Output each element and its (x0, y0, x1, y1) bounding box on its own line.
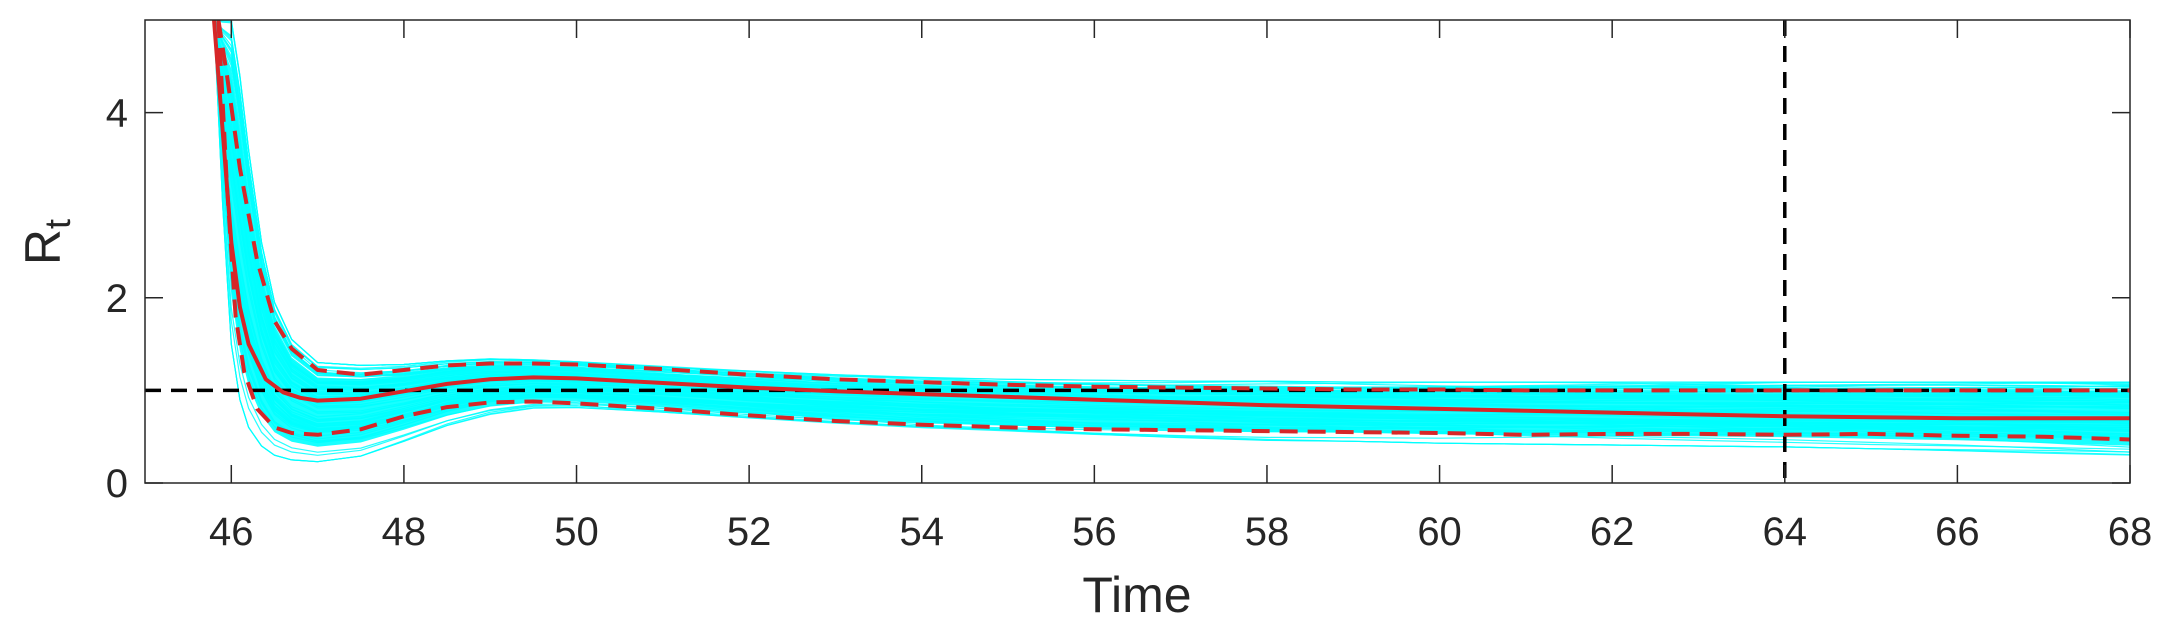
x-tick-label: 68 (2108, 510, 2153, 554)
summary-lines (212, 20, 2130, 442)
x-tick-label: 46 (209, 510, 254, 554)
x-tick-label: 66 (1935, 510, 1980, 554)
x-tick-label: 62 (1590, 510, 1635, 554)
y-tick-label: 2 (106, 277, 128, 321)
x-tick-label: 58 (1245, 510, 1290, 554)
sample-trajectories (213, 20, 2130, 463)
sample-trajectory (213, 20, 2130, 389)
y-axis-label-main: R (15, 229, 71, 265)
x-tick-label: 64 (1763, 510, 1808, 554)
x-axis-label: Time (1082, 567, 1191, 623)
sample-trajectory (214, 20, 2130, 386)
x-tick-label: 56 (1072, 510, 1117, 554)
y-axis-label: Rt (15, 219, 78, 265)
plot-frame (144, 19, 2131, 484)
x-tick-label: 48 (382, 510, 427, 554)
x-tick-label: 54 (899, 510, 944, 554)
y-tick-label: 4 (106, 92, 128, 136)
upper-bound-line (216, 20, 2130, 393)
axis-ticks: 46 48 50 52 54 56 58 60 62 64 66 68 0 2 4 (106, 20, 2153, 554)
x-tick-label: 50 (554, 510, 599, 554)
median-line (212, 20, 2130, 421)
x-tick-label: 60 (1417, 510, 1462, 554)
reference-lines (145, 20, 2130, 483)
sample-band-core (214, 20, 2130, 447)
y-axis-label-subscript: t (37, 219, 78, 229)
x-tick-label: 52 (727, 510, 772, 554)
y-tick-label: 0 (106, 462, 128, 506)
lower-bound-line (216, 20, 2130, 442)
sample-trajectory (213, 20, 2130, 463)
